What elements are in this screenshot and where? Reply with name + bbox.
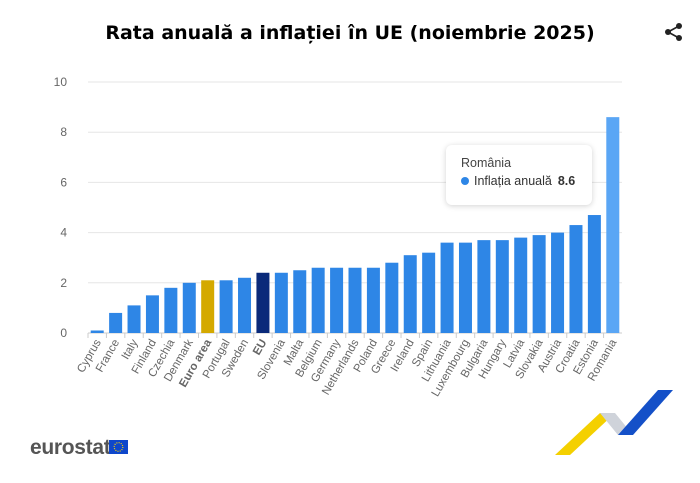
bar-italy[interactable] [127, 305, 141, 333]
bar-portugal[interactable] [219, 280, 233, 333]
bar-ireland[interactable] [403, 255, 417, 333]
bar-netherlands[interactable] [348, 267, 362, 333]
bar-poland[interactable] [366, 267, 380, 333]
y-tick-label: 2 [60, 276, 67, 290]
tooltip-value: 8.6 [557, 174, 576, 188]
bar-hungary[interactable] [495, 240, 509, 333]
bar-croatia[interactable] [569, 225, 583, 333]
y-tick-label: 6 [60, 175, 67, 189]
bar-latvia[interactable] [514, 237, 528, 333]
bar-bulgaria[interactable] [477, 240, 491, 333]
bar-sweden[interactable] [238, 277, 252, 333]
bar-malta[interactable] [293, 270, 307, 333]
eurostat-logo: eurostat [30, 436, 111, 459]
bar-finland[interactable] [145, 295, 159, 333]
tooltip-row: Inflația anuală 8.6 [461, 174, 575, 188]
y-tick-label: 0 [60, 326, 67, 340]
bar-cyprus[interactable] [90, 330, 104, 333]
tooltip-series: Inflația anuală [474, 174, 552, 188]
y-tick-label: 4 [60, 226, 67, 240]
tooltip: România Inflația anuală 8.6 [446, 145, 592, 205]
chart-title: Rata anuală a inflației în UE (noiembrie… [105, 22, 595, 44]
bar-estonia[interactable] [587, 215, 601, 333]
bar-eu[interactable] [256, 272, 270, 333]
eu-flag-icon [109, 440, 128, 454]
bar-euro-area[interactable] [201, 280, 215, 333]
bar-spain[interactable] [422, 252, 436, 333]
bar-czechia[interactable] [164, 287, 178, 333]
bar-luxembourg[interactable] [458, 242, 472, 333]
bar-austria[interactable] [551, 232, 565, 333]
bar-belgium[interactable] [311, 267, 325, 333]
share-icon[interactable] [664, 22, 684, 42]
series-dot-icon [461, 177, 469, 185]
y-tick-label: 10 [54, 75, 68, 89]
bar-greece[interactable] [385, 262, 399, 333]
tooltip-title: România [461, 156, 512, 170]
bar-germany[interactable] [330, 267, 344, 333]
bar-france[interactable] [109, 312, 123, 333]
bar-romania[interactable] [606, 117, 620, 333]
bar-lithuania[interactable] [440, 242, 454, 333]
y-tick-label: 8 [60, 125, 67, 139]
bar-denmark[interactable] [182, 282, 196, 333]
decorative-swoosh-icon [555, 390, 673, 455]
bar-slovakia[interactable] [532, 235, 546, 333]
bar-slovenia[interactable] [274, 272, 288, 333]
